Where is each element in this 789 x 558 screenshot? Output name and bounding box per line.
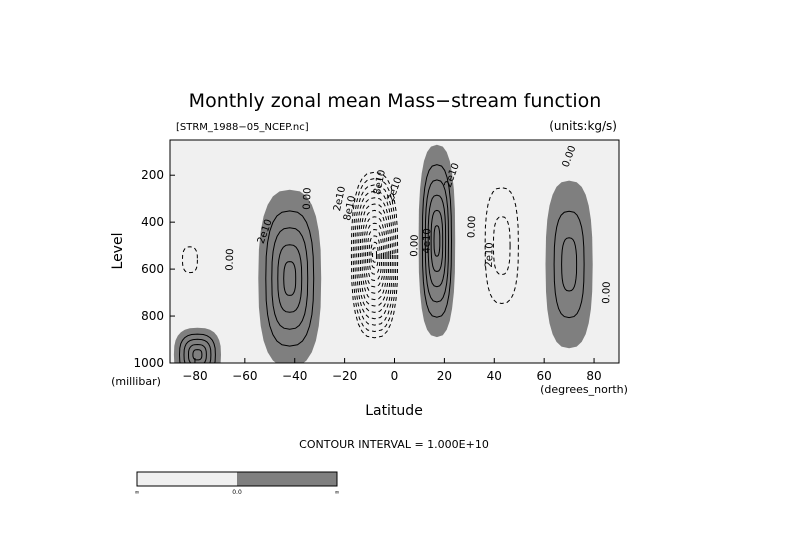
contour-line-sh-hadley-negative-11	[368, 235, 381, 275]
chart-title: Monthly zonal mean Mass−stream function	[189, 90, 602, 112]
contour-line-sh-ferrel-positive-2	[271, 227, 309, 330]
contour-line-sh-hadley-negative-6	[359, 203, 390, 307]
contour-interval: CONTOUR INTERVAL = 1.000E+10	[299, 438, 489, 451]
contour-line-sh-hadley-negative-13	[371, 247, 377, 263]
file-label: [STRM_1988−05_NCEP.nc]	[176, 122, 309, 133]
contour-label-2: 0.00	[302, 187, 314, 210]
contour-line-nh-hadley-positive-4	[430, 209, 444, 273]
x-tick-label--80: −80	[182, 369, 207, 383]
contour-line-sh-hadley-negative-3	[354, 184, 395, 326]
contour-line-sh-hadley-negative-1	[350, 171, 399, 339]
x-tick-label-60: 60	[537, 369, 552, 383]
contour-label-9: 4e10	[421, 228, 433, 254]
contour-label-4: 8e10	[342, 195, 358, 222]
y-tick-label-800: 800	[141, 309, 164, 323]
contour-line-sh-hadley-negative-12	[370, 241, 379, 269]
y-tick-label-400: 400	[141, 215, 164, 229]
contour-line-sh-weak-negative-1	[181, 246, 198, 274]
contour-line-sh-hadley-negative-7	[361, 209, 388, 301]
colorbar-segment-0	[137, 472, 237, 486]
contour-line-sh-hadley-negative-4	[356, 190, 393, 320]
contour-line-nh-polar-positive-2	[561, 237, 578, 292]
y-axis-label: Level	[110, 233, 126, 270]
colorbar-frame	[136, 471, 338, 487]
contour-line-nh-hadley-positive-2	[424, 179, 450, 303]
x-tick-label-80: 80	[586, 369, 601, 383]
contour-line-sh-ferrel-positive-1	[265, 210, 315, 347]
x-tick-label--60: −60	[232, 369, 257, 383]
contour-line-sh-hadley-negative-10	[366, 228, 383, 282]
contour-line-nh-hadley-positive-5	[433, 225, 441, 257]
units-label: (units:kg/s)	[549, 119, 617, 133]
contour-line-sh-polar-positive-2	[183, 338, 212, 363]
contour-line-nh-polar-positive-1	[553, 210, 585, 319]
contour-line-sh-hadley-negative-2	[352, 178, 397, 333]
y-unit-label: (millibar)	[111, 375, 161, 388]
x-tick-label-20: 20	[437, 369, 452, 383]
positive-region-nh-polar-positive	[545, 180, 593, 349]
contour-label-0: 0.00	[225, 248, 237, 271]
contour-label-7: 0.00	[409, 234, 421, 257]
y-tick-label-200: 200	[141, 168, 164, 182]
contour-label-5: 8e10	[372, 169, 388, 196]
colorbar-label-2: ∞	[335, 489, 340, 496]
contour-line-sh-polar-positive-4	[192, 349, 203, 361]
contour-line-sh-hadley-negative-5	[357, 197, 392, 313]
contour-line-nh-ferrel-negative-1	[484, 187, 519, 305]
colorbar-label-1: 0.0	[232, 489, 242, 496]
contour-line-sh-ferrel-positive-3	[277, 244, 303, 313]
contour-line-sh-hadley-negative-9	[365, 222, 385, 288]
contour-line-sh-hadley-negative-8	[363, 216, 386, 294]
colorbar-label-0: ∞	[135, 489, 140, 496]
contour-line-nh-hadley-positive-1	[421, 164, 453, 318]
x-unit-label: (degrees_north)	[540, 383, 628, 396]
x-tick-label--20: −20	[332, 369, 357, 383]
x-axis-label: Latitude	[365, 403, 423, 419]
y-tick-label-600: 600	[141, 262, 164, 276]
contour-label-13: 0.00	[601, 281, 613, 304]
axes: −80 −60 −40 −20 0 20 40 60 80 200 400 600 800 1000	[133, 168, 601, 383]
colorbar: ∞ 0.0 ∞	[135, 471, 340, 496]
colorbar-segment-1	[237, 472, 337, 486]
contour-line-nh-ferrel-negative-2	[492, 216, 511, 276]
contour-line-sh-ferrel-positive-4	[283, 261, 297, 296]
x-tick-label--40: −40	[282, 369, 307, 383]
contour-line-nh-hadley-positive-3	[427, 194, 447, 288]
x-tick-label-0: 0	[391, 369, 399, 383]
contour-label-11: 2e10	[484, 242, 496, 268]
positive-region-sh-ferrel-positive	[258, 189, 322, 363]
contour-label-3: 2e10	[332, 185, 348, 212]
x-tick-label-40: 40	[487, 369, 502, 383]
y-tick-label-1000: 1000	[133, 356, 164, 370]
contour-line-sh-polar-positive-1	[178, 333, 216, 363]
contour-line-sh-polar-positive-3	[187, 343, 207, 363]
contour-label-10: 0.00	[466, 216, 478, 239]
